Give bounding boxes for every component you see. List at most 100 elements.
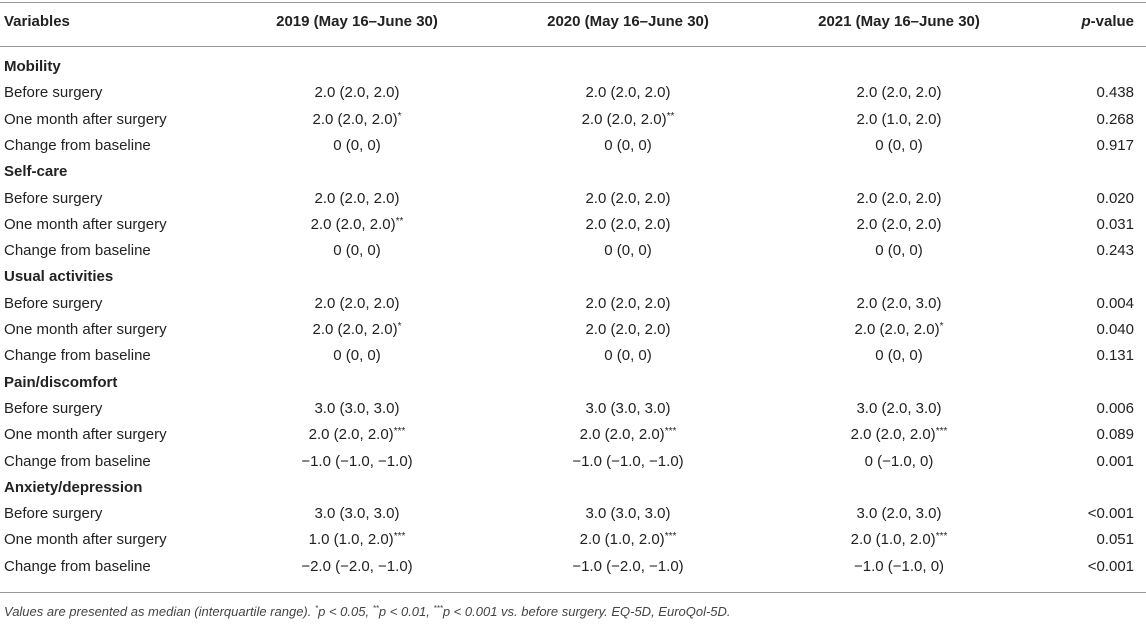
significance-marker: * <box>397 110 402 122</box>
value-2019: 2.0 (2.0, 2.0)*** <box>262 422 452 448</box>
value-2021: 2.0 (1.0, 2.0)*** <box>804 527 994 553</box>
value-text: 2.0 (2.0, 3.0) <box>856 294 942 312</box>
value-2019: 2.0 (2.0, 2.0)* <box>262 317 452 343</box>
row-label: One month after surgery <box>4 110 167 128</box>
value-text: 2.0 (2.0, 2.0) <box>856 189 942 207</box>
value-2021: −1.0 (−1.0, 0) <box>804 554 994 580</box>
value-text: 3.0 (3.0, 3.0) <box>585 399 671 417</box>
value-2021: 2.0 (1.0, 2.0) <box>804 107 994 133</box>
value-text: 2.0 (2.0, 2.0) <box>856 84 942 102</box>
row-label: Change from baseline <box>4 136 151 154</box>
value-text: 2.0 (2.0, 2.0) <box>314 189 400 207</box>
value-2021: 2.0 (2.0, 3.0) <box>804 291 994 317</box>
value-text: 2.0 (2.0, 2.0) <box>854 321 940 338</box>
header-p-value: p-value <box>1081 9 1134 35</box>
table-row: Change from baseline 0 (0, 0) 0 (0, 0) 0 (0… <box>0 133 1146 159</box>
header-p-rest: -value <box>1090 13 1134 30</box>
table-row: Change from baseline 0 (0, 0) 0 (0, 0) 0 (0… <box>0 343 1146 369</box>
value-text: 0 (0, 0) <box>875 242 923 260</box>
row-label: One month after surgery <box>4 531 167 549</box>
value-2021: 2.0 (2.0, 2.0) <box>804 186 994 212</box>
value-text: 2.0 (2.0, 2.0) <box>312 110 398 128</box>
value-2021: 0 (0, 0) <box>804 343 994 369</box>
value-2019: 2.0 (2.0, 2.0)* <box>262 107 452 133</box>
table-footnote: Values are presented as median (interqua… <box>4 604 731 619</box>
value-2020: 2.0 (2.0, 2.0) <box>533 291 723 317</box>
value-2019: 2.0 (2.0, 2.0)** <box>262 212 452 238</box>
header-2020: 2020 (May 16–June 30) <box>547 13 709 30</box>
value-2019: 2.0 (2.0, 2.0) <box>262 80 452 106</box>
value-text: 2.0 (2.0, 2.0) <box>585 84 671 102</box>
value-2019: 0 (0, 0) <box>262 238 452 264</box>
section-label: Mobility <box>4 58 61 75</box>
significance-marker: *** <box>664 531 677 543</box>
value-text: 1.0 (1.0, 2.0) <box>308 531 394 549</box>
value-2021: 0 (0, 0) <box>804 133 994 159</box>
row-label: One month after surgery <box>4 426 167 444</box>
header-p-italic: p <box>1081 13 1091 30</box>
value-text: 2.0 (2.0, 2.0) <box>314 84 400 102</box>
value-text: 2.0 (2.0, 2.0) <box>581 110 667 128</box>
significance-marker: *** <box>935 426 948 438</box>
value-2019: −2.0 (−2.0, −1.0) <box>262 554 452 580</box>
row-label: Change from baseline <box>4 347 151 365</box>
footnote-part3: p < 0.01, <box>378 604 434 619</box>
table-row: One month after surgery 2.0 (2.0, 2.0)***… <box>0 422 1146 448</box>
section-label: Self-care <box>4 163 68 181</box>
value-text: 0 (0, 0) <box>333 136 381 154</box>
table-row: Change from baseline −2.0 (−2.0, −1.0) −1.… <box>0 554 1146 580</box>
value-text: 2.0 (2.0, 2.0) <box>310 215 396 233</box>
significance-marker: * <box>939 321 944 332</box>
value-2021: 3.0 (2.0, 3.0) <box>804 501 994 527</box>
table-row: Before surgery 2.0 (2.0, 2.0) 2.0 (2.0, 2.… <box>0 291 1146 317</box>
value-2020: 0 (0, 0) <box>533 238 723 264</box>
table-header-rule <box>0 46 1146 47</box>
p-value: 0.131 <box>1096 347 1134 365</box>
value-text: −1.0 (−1.0, 0) <box>853 557 945 575</box>
value-2019: 1.0 (1.0, 2.0)*** <box>262 527 452 553</box>
value-text: 2.0 (2.0, 2.0) <box>308 426 394 444</box>
p-value: <0.001 <box>1087 505 1134 523</box>
value-text: 2.0 (1.0, 2.0) <box>856 110 942 128</box>
section-row: Pain/discomfort <box>0 370 1146 396</box>
row-label: Before surgery <box>4 84 103 102</box>
value-text: 0 (0, 0) <box>604 136 652 154</box>
p-value: 0.268 <box>1096 110 1134 128</box>
value-2019: −1.0 (−1.0, −1.0) <box>262 449 452 475</box>
value-text: 3.0 (3.0, 3.0) <box>314 505 400 523</box>
p-value: 0.001 <box>1096 452 1134 470</box>
value-text: 0 (0, 0) <box>333 242 381 260</box>
value-2021: 2.0 (2.0, 2.0)*** <box>804 422 994 448</box>
table-row: One month after surgery 1.0 (1.0, 2.0)***… <box>0 527 1146 553</box>
value-text: 2.0 (1.0, 2.0) <box>850 531 936 549</box>
value-text: −1.0 (−1.0, −1.0) <box>301 452 413 470</box>
value-2020: 0 (0, 0) <box>533 133 723 159</box>
table-bottom-rule <box>0 592 1146 593</box>
value-2021: 0 (0, 0) <box>804 238 994 264</box>
value-text: 3.0 (3.0, 3.0) <box>585 505 671 523</box>
section-row: Usual activities <box>0 264 1146 290</box>
table-header-row: Variables 2019 (May 16–June 30) 2020 (Ma… <box>0 9 1146 35</box>
value-text: 3.0 (2.0, 3.0) <box>856 399 942 417</box>
value-2020: 3.0 (3.0, 3.0) <box>533 396 723 422</box>
p-value: 0.004 <box>1096 294 1134 312</box>
p-value: 0.006 <box>1096 399 1134 417</box>
value-text: 0 (0, 0) <box>604 242 652 260</box>
p-value: 0.040 <box>1096 321 1134 338</box>
value-2019: 2.0 (2.0, 2.0) <box>262 291 452 317</box>
section-row: Self-care <box>0 159 1146 185</box>
value-text: 2.0 (2.0, 2.0) <box>312 321 398 338</box>
value-2020: 2.0 (2.0, 2.0) <box>533 186 723 212</box>
table-row: One month after surgery 2.0 (2.0, 2.0)* 2.… <box>0 107 1146 133</box>
value-text: 2.0 (2.0, 2.0) <box>585 294 671 312</box>
value-2019: 0 (0, 0) <box>262 343 452 369</box>
p-value: 0.917 <box>1096 136 1134 154</box>
significance-marker: * <box>397 321 402 332</box>
value-text: 0 (0, 0) <box>875 347 923 365</box>
value-text: 0 (0, 0) <box>875 136 923 154</box>
section-row: Mobility <box>0 54 1146 80</box>
significance-marker: ** <box>395 215 404 227</box>
table-row: Change from baseline −1.0 (−1.0, −1.0) −1.… <box>0 449 1146 475</box>
value-text: 3.0 (2.0, 3.0) <box>856 505 942 523</box>
value-2021: 0 (−1.0, 0) <box>804 449 994 475</box>
